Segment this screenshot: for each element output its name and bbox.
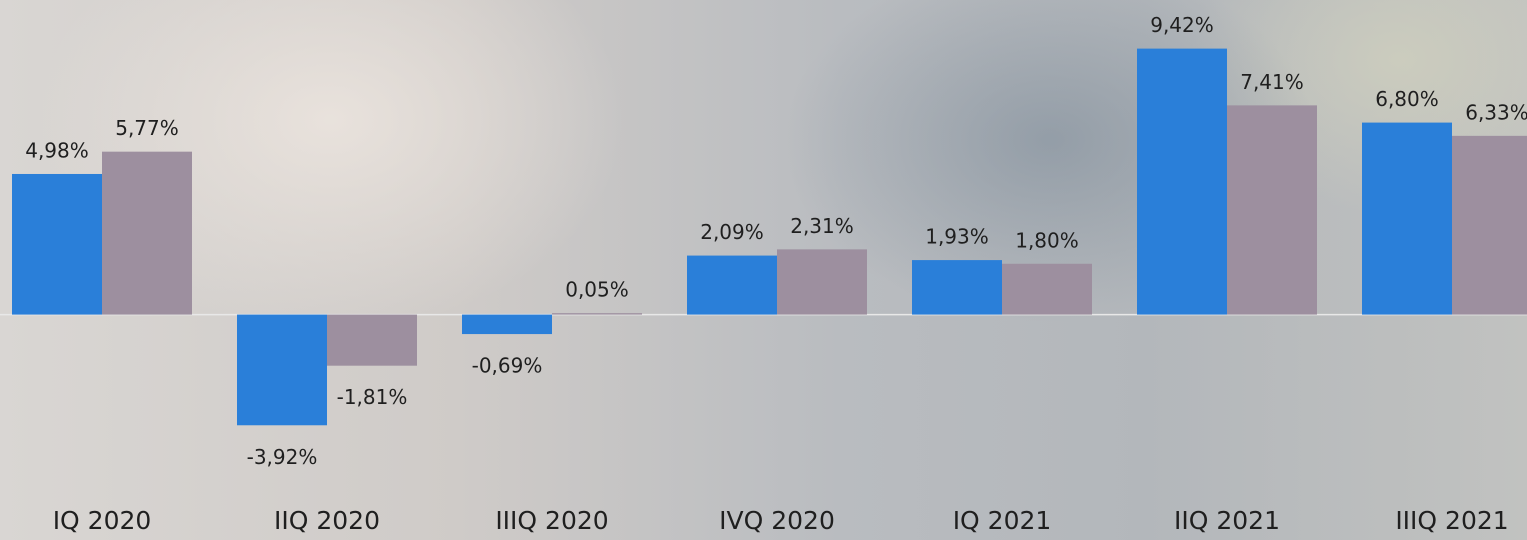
bar: [912, 260, 1002, 315]
bar: [687, 255, 777, 315]
bar: [1137, 48, 1227, 315]
bar: [1227, 105, 1317, 315]
bar: [1002, 263, 1092, 315]
data-label: 4,98%: [25, 138, 89, 162]
bar: [1452, 135, 1527, 315]
bar: [102, 151, 192, 315]
bar: [12, 173, 102, 315]
data-label: 0,05%: [565, 278, 629, 302]
data-label: 6,33%: [1465, 100, 1527, 124]
data-label: 7,41%: [1240, 70, 1304, 94]
data-label: 2,31%: [790, 214, 854, 238]
data-label: 9,42%: [1150, 13, 1214, 37]
x-tick-label: IQ 2020: [53, 506, 152, 535]
data-label: 5,77%: [115, 116, 179, 140]
bar: [237, 314, 327, 426]
x-tick-label: IIQ 2020: [274, 506, 380, 535]
data-label: 2,09%: [700, 220, 764, 244]
data-label: 6,80%: [1375, 87, 1439, 111]
x-tick-label: IVQ 2020: [719, 506, 835, 535]
x-tick-label: IIQ 2021: [1174, 506, 1280, 535]
bar: [777, 249, 867, 315]
data-label: 1,93%: [925, 225, 989, 249]
bar: [552, 313, 642, 315]
data-label: -1,81%: [337, 385, 408, 409]
data-label: 1,80%: [1015, 228, 1079, 252]
data-label: -0,69%: [472, 354, 543, 378]
bar: [1362, 122, 1452, 315]
x-tick-label: IIIQ 2021: [1395, 506, 1508, 535]
bar: [462, 314, 552, 335]
bar: [327, 314, 417, 366]
x-tick-label: IIIQ 2020: [495, 506, 608, 535]
x-tick-label: IQ 2021: [953, 506, 1052, 535]
data-label: -3,92%: [247, 445, 318, 469]
